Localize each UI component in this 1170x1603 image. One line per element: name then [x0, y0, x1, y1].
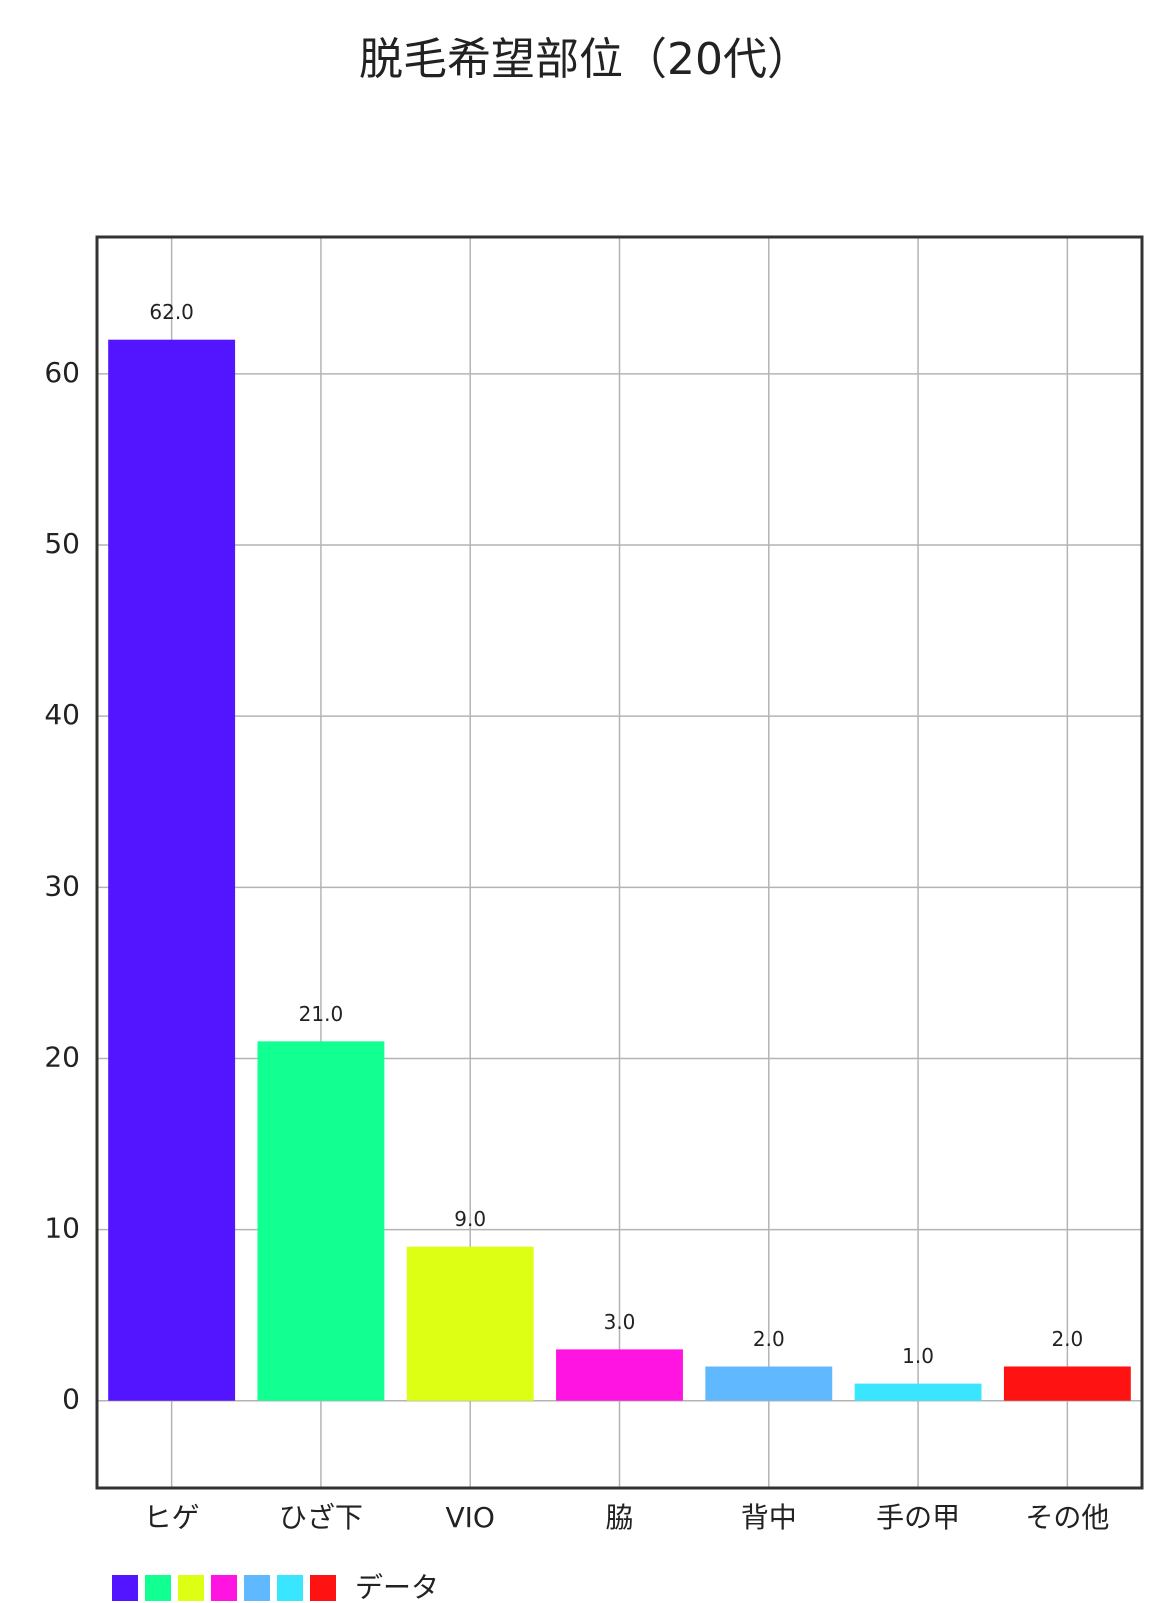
legend-swatch [244, 1575, 270, 1601]
x-tick-label: ヒゲ [144, 1501, 200, 1534]
legend-swatch [211, 1575, 237, 1601]
y-tick-label: 20 [44, 1040, 80, 1073]
y-tick-label: 30 [44, 869, 80, 902]
legend-swatch [112, 1575, 138, 1601]
y-tick-label: 10 [44, 1212, 80, 1245]
legend-swatch [145, 1575, 171, 1601]
value-label: 21.0 [299, 1002, 344, 1026]
legend-swatch [310, 1575, 336, 1601]
legend-swatch [178, 1575, 204, 1601]
x-tick-label: ひざ下 [279, 1501, 363, 1534]
y-tick-label: 60 [44, 356, 80, 389]
x-tick-label: 背中 [741, 1501, 797, 1534]
value-label: 62.0 [149, 300, 194, 324]
y-tick-label: 0 [62, 1383, 80, 1416]
x-tick-label: 脇 [605, 1501, 633, 1534]
bar [556, 1349, 683, 1401]
value-label: 1.0 [902, 1344, 934, 1368]
bar [854, 1383, 982, 1401]
value-label: 2.0 [1051, 1327, 1083, 1351]
bar [1003, 1366, 1131, 1401]
legend-swatch [277, 1575, 303, 1601]
value-label: 3.0 [604, 1310, 636, 1334]
x-tick-label: VIO [445, 1501, 494, 1534]
chart-title: 脱毛希望部位（20代） [359, 34, 811, 85]
bar [257, 1041, 385, 1401]
bar [406, 1246, 534, 1401]
legend-label: データ [355, 1571, 439, 1603]
x-tick-label: その他 [1025, 1501, 1109, 1534]
y-tick-label: 50 [44, 527, 80, 560]
y-tick-label: 40 [44, 698, 80, 731]
plot-frame [95, 235, 1144, 1490]
bar [108, 339, 236, 1401]
value-label: 2.0 [753, 1327, 785, 1351]
value-label: 9.0 [454, 1207, 486, 1231]
bar [705, 1366, 833, 1401]
x-tick-label: 手の甲 [876, 1501, 960, 1534]
